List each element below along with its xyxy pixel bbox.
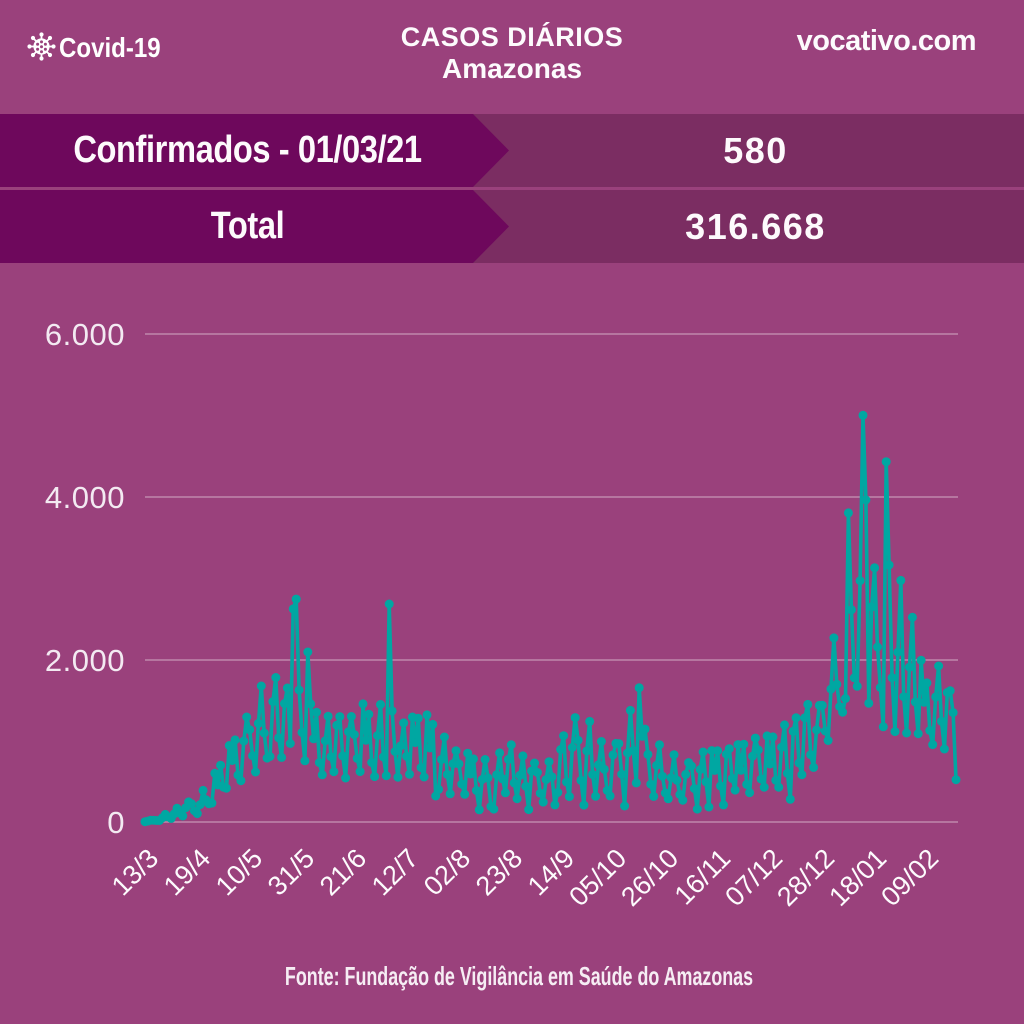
svg-text:21/6: 21/6 xyxy=(314,843,372,901)
svg-text:2.000: 2.000 xyxy=(45,643,125,678)
svg-text:05/10: 05/10 xyxy=(563,843,632,912)
svg-text:18/01: 18/01 xyxy=(823,843,892,912)
svg-text:02/8: 02/8 xyxy=(418,843,476,901)
svg-text:12/7: 12/7 xyxy=(366,843,424,901)
svg-text:28/12: 28/12 xyxy=(771,843,840,912)
svg-text:07/12: 07/12 xyxy=(719,843,788,912)
svg-text:13/3: 13/3 xyxy=(106,843,164,901)
svg-text:4.000: 4.000 xyxy=(45,480,125,515)
svg-text:31/5: 31/5 xyxy=(262,843,320,901)
svg-text:26/10: 26/10 xyxy=(615,843,684,912)
svg-text:09/02: 09/02 xyxy=(875,843,944,912)
svg-text:16/11: 16/11 xyxy=(669,843,737,911)
svg-text:6.000: 6.000 xyxy=(45,317,125,352)
svg-text:0: 0 xyxy=(107,805,125,840)
svg-text:19/4: 19/4 xyxy=(158,843,216,901)
svg-text:23/8: 23/8 xyxy=(470,843,528,901)
svg-text:10/5: 10/5 xyxy=(210,843,268,901)
